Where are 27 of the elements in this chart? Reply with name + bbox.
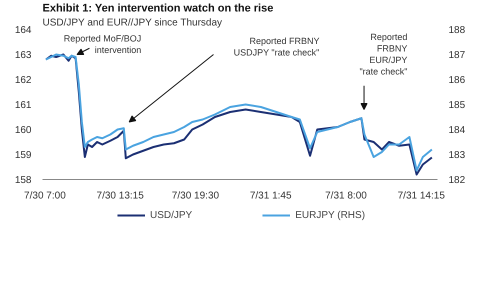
y-tick-label: 163: [14, 50, 32, 61]
x-tick-label: 7/30 13:15: [96, 190, 144, 202]
y2-tick-label: 183: [448, 150, 466, 161]
x-tick-label: 7/30 7:00: [24, 190, 66, 202]
annotation: Reported FRBNY USDJPY "rate check": [234, 36, 320, 58]
y2-tick-label: 185: [448, 100, 466, 111]
annotation: Reported FRBNY EUR/JPY "rate check": [359, 32, 408, 76]
chart-subtitle: USD/JPY and EUR//JPY since Thursday: [42, 18, 222, 28]
annotation: Reported MoF/BOJ intervention: [64, 33, 142, 55]
y-tick-label: 158: [14, 175, 32, 186]
y-tick-label: 161: [14, 100, 32, 111]
y2-tick-label: 187: [448, 50, 466, 61]
y2-tick-label: 182: [448, 175, 466, 186]
legend-label: EURJPY (RHS): [295, 210, 366, 220]
x-tick-label: 7/30 19:30: [172, 190, 220, 202]
y2-tick-label: 188: [448, 25, 466, 36]
x-tick-label: 7/31 8:00: [325, 190, 368, 202]
x-tick-label: 7/31 1:45: [250, 190, 292, 202]
y2-tick-label: 186: [448, 75, 466, 86]
y-tick-label: 164: [14, 25, 32, 36]
y-tick-label: 162: [14, 75, 32, 86]
legend-label: USD/JPY: [150, 210, 192, 220]
y-tick-label: 160: [14, 125, 32, 136]
x-tick-label: 7/31 14:15: [398, 190, 446, 202]
y-tick-label: 159: [14, 150, 32, 161]
y2-tick-label: 184: [448, 125, 466, 136]
chart-title: Exhibit 1: Yen intervention watch on the rise: [42, 2, 274, 14]
